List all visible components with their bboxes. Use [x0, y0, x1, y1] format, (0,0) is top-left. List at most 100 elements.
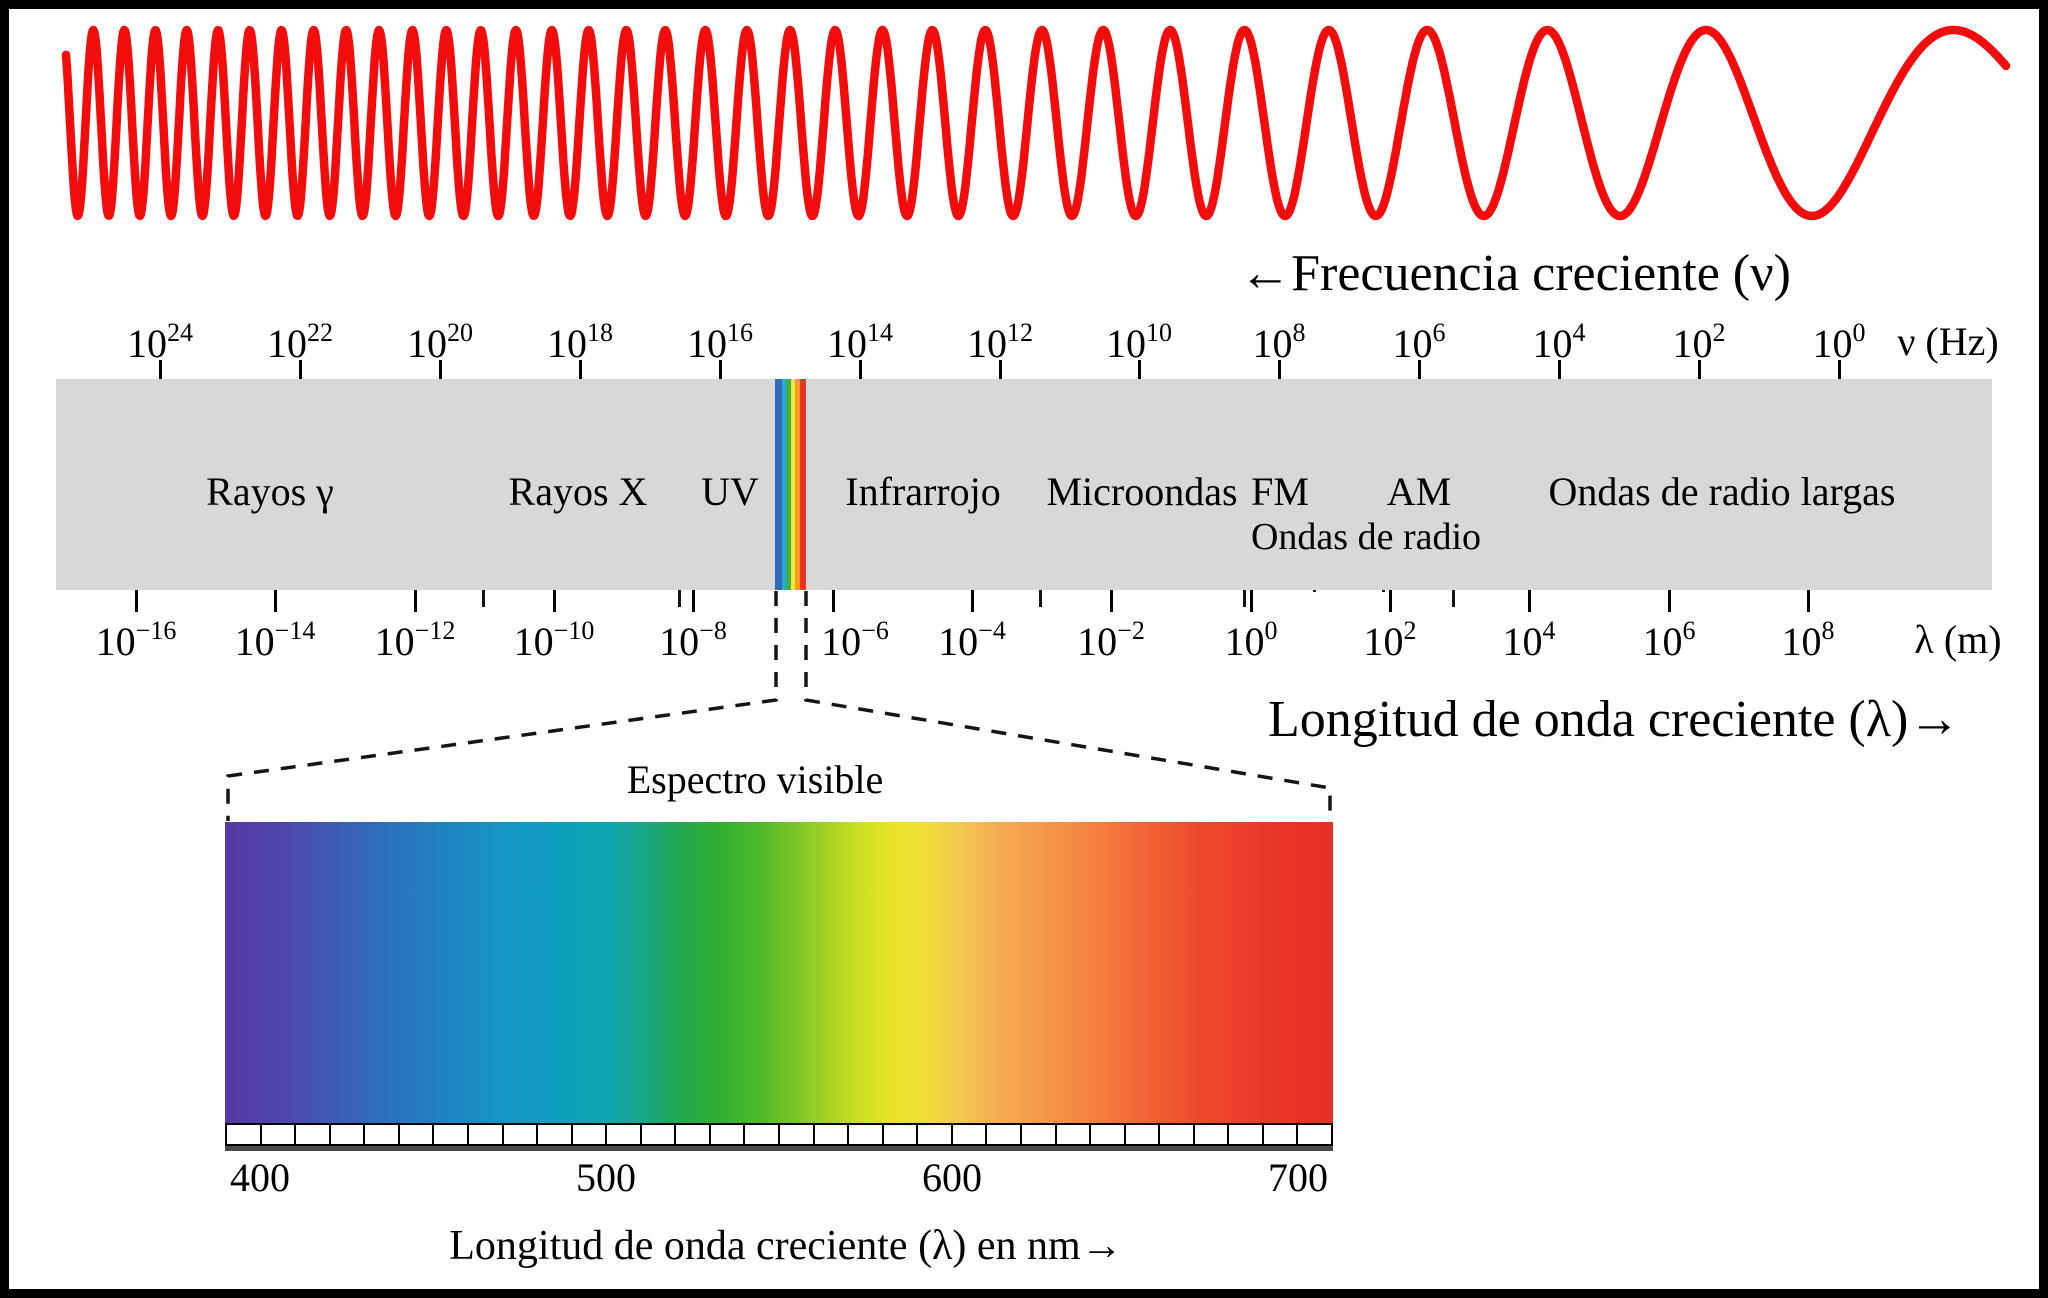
wavelength-tick-label: 108 — [1781, 616, 1835, 664]
wavelength-tick — [831, 590, 835, 612]
ruler-tick-cell — [1057, 1125, 1092, 1144]
wavelength-tick-label: 10−10 — [513, 616, 595, 664]
ruler-tick-cell — [918, 1125, 953, 1144]
wavelength-tick — [1806, 590, 1810, 612]
frequency-tick — [1277, 360, 1281, 379]
wavelength-tick-label: 10−6 — [821, 616, 889, 664]
visible-strip-color-band — [800, 379, 806, 590]
visible-strip-color-band — [775, 379, 782, 590]
frequency-tick — [998, 360, 1002, 379]
ruler-tick-cell — [1022, 1125, 1057, 1144]
visible-light-strip — [775, 379, 806, 590]
wavelength-tick — [413, 590, 417, 612]
ruler-tick-cell — [331, 1125, 366, 1144]
wavelength-tick-label: 104 — [1502, 616, 1556, 664]
visible-spectrum-title: Espectro visible — [626, 757, 884, 802]
ruler-tick-cell — [745, 1125, 780, 1144]
frequency-tick — [1837, 360, 1841, 379]
wavelength-tick-label: 106 — [1642, 616, 1696, 664]
wavelength-tick — [1527, 590, 1531, 612]
nm-tick-label: 500 — [576, 1155, 636, 1200]
frequency-tick-label: 102 — [1672, 318, 1726, 366]
band-region-label: Ondas de radio — [1250, 516, 1482, 558]
wavelength-tick-label: 10−4 — [938, 616, 1006, 664]
ruler-tick-cell — [296, 1125, 331, 1144]
wavelength-tick-label: 10−12 — [374, 616, 456, 664]
frequency-tick-label: 1010 — [1106, 318, 1172, 366]
frequency-tick — [718, 360, 722, 379]
frequency-tick-label: 104 — [1532, 318, 1586, 366]
ruler-tick-cell — [1264, 1125, 1299, 1144]
frequency-tick-label: 1020 — [407, 318, 473, 366]
ruler-tick-cell — [780, 1125, 815, 1144]
ruler-tick-cell — [1229, 1125, 1264, 1144]
nanometer-ruler — [225, 1123, 1333, 1146]
wavelength-tick — [1388, 590, 1392, 612]
ruler-tick-cell — [1160, 1125, 1195, 1144]
frequency-axis-unit: ν (Hz) — [1897, 319, 1999, 364]
frequency-tick-label: 1018 — [547, 318, 613, 366]
nm-tick-label: 400 — [230, 1155, 290, 1200]
frequency-tick — [578, 360, 582, 379]
frequency-tick — [1137, 360, 1141, 379]
ruler-tick-cell — [849, 1125, 884, 1144]
ruler-shadow-line — [225, 1146, 1333, 1151]
wavelength-tick — [134, 590, 138, 612]
wavelength-tick — [552, 590, 556, 612]
ruler-tick-cell — [884, 1125, 919, 1144]
zoom-connector-left-dashed-line — [226, 591, 778, 821]
wavelength-tick-label: 10−16 — [95, 616, 177, 664]
nm-tick-label: 600 — [922, 1155, 982, 1200]
visible-strip-color-band — [786, 379, 791, 590]
band-region-label: Rayos γ — [206, 469, 334, 514]
nanometer-caption: Longitud de onda creciente (λ) en nm→ — [449, 1223, 1123, 1269]
ruler-tick-cell — [1195, 1125, 1230, 1144]
wavelength-tick — [970, 590, 974, 612]
ruler-tick-cell — [538, 1125, 573, 1144]
frequency-tick — [438, 360, 442, 379]
frequency-increasing-caption: ←Frecuencia creciente (ν) — [1239, 245, 1791, 302]
wavelength-tick-label: 10−8 — [659, 616, 727, 664]
band-region-label: UV — [701, 469, 759, 514]
ruler-tick-cell — [573, 1125, 608, 1144]
visible-strip-color-band — [791, 379, 795, 590]
spectrum-band — [56, 379, 1992, 590]
zoom-connector-right-dashed-line — [804, 591, 1332, 821]
wavelength-tick-label: 102 — [1363, 616, 1417, 664]
ruler-tick-cell — [262, 1125, 297, 1144]
band-region-label: Ondas de radio largas — [1548, 469, 1896, 514]
wavelength-tick — [691, 590, 695, 612]
frequency-tick-label: 1024 — [127, 318, 193, 366]
wavelength-tick — [273, 590, 277, 612]
frequency-tick — [1417, 360, 1421, 379]
red-wave — [61, 25, 2011, 221]
wavelength-tick — [1667, 590, 1671, 612]
wavelength-tick — [1249, 590, 1253, 612]
frequency-tick-label: 100 — [1812, 318, 1866, 366]
frequency-tick — [1557, 360, 1561, 379]
ruler-tick-cell — [434, 1125, 469, 1144]
ruler-tick-cell — [607, 1125, 642, 1144]
ruler-tick-cell — [504, 1125, 539, 1144]
frequency-tick — [158, 360, 162, 379]
ruler-tick-cell — [987, 1125, 1022, 1144]
wavelength-axis-unit: λ (m) — [1914, 617, 2002, 662]
frequency-tick-label: 106 — [1392, 318, 1446, 366]
wavelength-increasing-caption: Longitud de onda creciente (λ)→ — [1268, 691, 1961, 748]
ruler-tick-cell — [642, 1125, 677, 1144]
visible-strip-color-band — [782, 379, 786, 590]
ruler-tick-cell — [1126, 1125, 1161, 1144]
wavelength-tick-label: 10−2 — [1077, 616, 1145, 664]
frequency-tick — [298, 360, 302, 379]
band-region-label: AM — [1386, 469, 1452, 514]
frequency-tick-label: 1016 — [687, 318, 753, 366]
band-region-label: FM — [1251, 469, 1309, 514]
wavelength-tick-label: 10−14 — [234, 616, 316, 664]
wavelength-tick-label: 100 — [1224, 616, 1278, 664]
visible-spectrum-gradient — [225, 822, 1333, 1123]
ruler-tick-cell — [227, 1125, 262, 1144]
ruler-tick-cell — [400, 1125, 435, 1144]
ruler-tick-cell — [815, 1125, 850, 1144]
frequency-tick — [1697, 360, 1701, 379]
frequency-tick — [858, 360, 862, 379]
